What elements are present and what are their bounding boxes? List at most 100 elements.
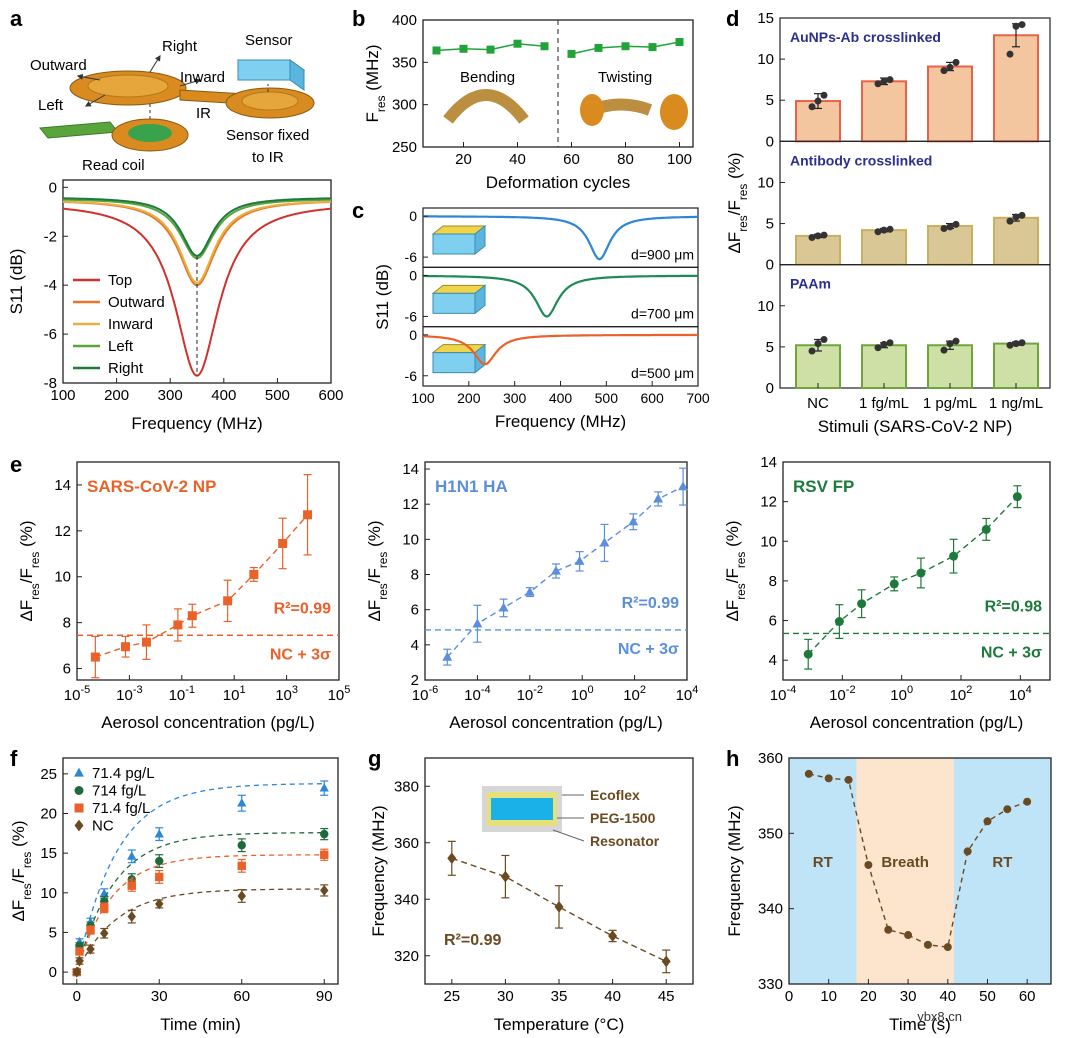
bar-1-fg-mL [861,344,907,389]
y-tick-label: 360 [394,835,419,852]
data-point [952,58,960,66]
y-tick-label: 0 [766,133,774,150]
data-point [844,775,853,784]
legend-marker [74,767,84,777]
x-axis-label: Frequency (MHz) [131,414,262,433]
label-sensor: Sensor [245,32,293,49]
y-tick-label: 0 [766,380,774,397]
x-tick-label: 400 [549,390,573,406]
diagram-a-schematic: Right Outward Inward Left Sensor IR Read… [30,32,315,174]
data-point [904,931,913,940]
bar-1-ng-mL [993,34,1039,143]
data-point [946,340,954,348]
label-to-ir: to IR [252,149,284,166]
fit-line [76,888,325,973]
x-tick-label: 0 [785,988,793,1005]
x-tick-label: 102 [950,684,973,704]
y-tick-label: 14 [760,454,777,471]
region-label: RT [992,854,1012,871]
data-point [874,80,882,88]
y-tick-label: -8 [44,375,57,392]
data-point [498,602,509,612]
data-point [628,516,639,526]
x-tick-label: 20 [455,151,472,168]
x-tick-label: 60 [233,988,250,1005]
label-resonator: Resonator [590,833,660,849]
x-tick-label: 10-5 [64,684,90,704]
data-point [981,524,991,534]
bar-1-ng-mL [993,342,1039,390]
data-point [880,340,888,348]
x-tick-label: 0 [73,988,81,1005]
x-tick-label: 25 [443,988,460,1005]
subplot-title: AuNPs-Ab crosslinked [790,29,941,45]
plot-frame [424,461,688,681]
data-point [940,67,948,75]
y-tick-label: 300 [392,97,417,114]
panel-letter-h: h [726,746,739,771]
label-outward: Outward [30,57,87,74]
x-tick-label: 103 [275,684,298,704]
data-point [675,38,684,47]
legend-label: Outward [108,294,165,311]
x-tick-label: 100 [411,390,435,406]
y-tick-label: 8 [769,573,777,590]
y-tick-label: 10 [757,174,774,191]
data-point [963,847,972,856]
fit-line [76,854,325,973]
data-point [237,861,246,871]
data-point [120,642,130,652]
x-tick-label: 105 [328,684,351,704]
y-tick-label: -2 [44,228,57,245]
data-point [574,555,585,565]
data-point [1018,21,1026,29]
y-tick-label: 15 [757,10,774,27]
fit-line [807,496,1018,655]
label-ir: IR [196,105,211,122]
x-tick-label: 100 [667,151,692,168]
data-point [952,220,960,228]
y-tick-label: 380 [394,778,419,795]
data-point [886,225,894,233]
bar-1-pg-mL [927,225,973,266]
legend-label: Inward [108,316,153,333]
data-point [804,769,813,778]
y-tick-label: 320 [394,948,419,965]
data-point [127,911,136,923]
data-point [1023,797,1032,806]
x-axis-label: Frequency (MHz) [495,412,626,431]
data-point [459,44,468,53]
x-tick-label: 10-3 [116,684,142,704]
label-twisting: Twisting [598,69,652,86]
data-point [237,841,246,850]
x-tick-label: 50 [979,988,996,1005]
y-tick-label: 10 [760,533,777,550]
y-axis-label: S11 (dB) [7,249,26,315]
region-rt [789,758,857,984]
fit-line [446,485,684,658]
x-tick-label: 60 [563,151,580,168]
legend-marker [74,786,84,795]
inset-box-front [432,233,476,255]
y-axis-label: Frequency (MHz) [369,805,388,936]
y-tick-label: 10 [402,531,419,548]
y-axis-label: ΔFres/Fres (%) [725,152,750,253]
y-tick-label: 350 [758,825,783,842]
data-point [1006,217,1014,225]
y-tick-label: 20 [40,806,57,823]
y-tick-label: 5 [49,924,57,941]
y-tick-label: 6 [769,613,777,630]
data-point [100,903,109,913]
y-tick-label: 0 [49,964,57,981]
data-point [1006,341,1014,349]
y-tick-label: 5 [766,339,774,356]
data-point [554,901,564,913]
plot-frame [782,461,1051,681]
data-point [1018,211,1026,219]
y-tick-label: 14 [402,461,419,478]
chart-title: RSV FP [793,477,854,496]
y-tick-label: 8 [63,615,71,632]
data-point [100,927,109,939]
